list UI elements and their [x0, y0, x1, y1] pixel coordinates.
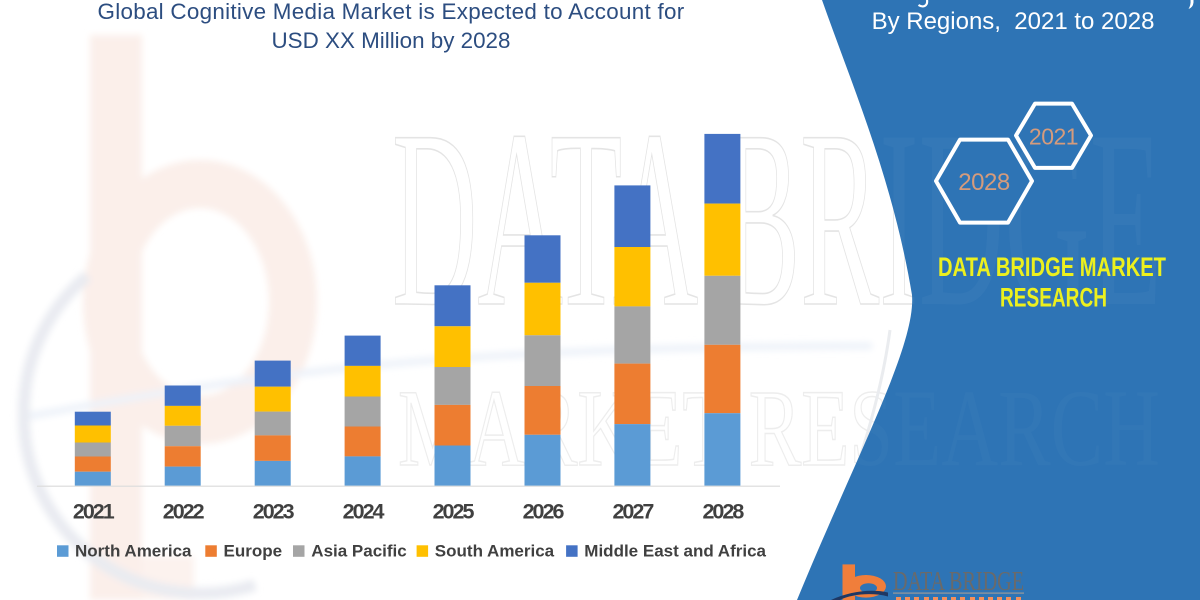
svg-text:Asia Pacific: Asia Pacific	[311, 542, 406, 561]
svg-text:DATA BRIDGE: DATA BRIDGE	[893, 566, 1024, 596]
svg-text:2023: 2023	[253, 500, 295, 524]
svg-text:By Regions, 2021 to 2028: By Regions, 2021 to 2028	[872, 8, 1155, 35]
svg-text:2021: 2021	[1029, 123, 1078, 149]
svg-text:2028: 2028	[958, 169, 1010, 196]
svg-text:DATA BRIDGE MARKET: DATA BRIDGE MARKET	[938, 252, 1166, 282]
svg-text:Global Cognitive Media Market: Global Cognitive Media Market is Expecte…	[98, 0, 685, 24]
svg-text:North America: North America	[75, 542, 192, 561]
svg-text:Middle East and Africa: Middle East and Africa	[584, 542, 766, 561]
svg-text:2021: 2021	[73, 500, 115, 524]
svg-text:2027: 2027	[612, 500, 654, 524]
svg-text:USD XX Million by 2028: USD XX Million by 2028	[272, 28, 511, 53]
svg-text:2025: 2025	[433, 500, 475, 524]
svg-text:2028: 2028	[702, 500, 744, 524]
svg-text:2026: 2026	[523, 500, 565, 524]
svg-text:South America: South America	[435, 542, 555, 561]
svg-text:Europe: Europe	[224, 542, 283, 561]
svg-text:2022: 2022	[163, 500, 205, 524]
svg-text:RESEARCH: RESEARCH	[1000, 283, 1107, 313]
svg-text:2024: 2024	[343, 500, 385, 524]
